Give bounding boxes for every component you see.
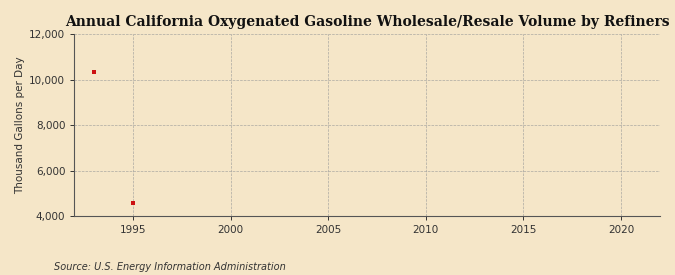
Title: Annual California Oxygenated Gasoline Wholesale/Resale Volume by Refiners: Annual California Oxygenated Gasoline Wh… <box>65 15 670 29</box>
Y-axis label: Thousand Gallons per Day: Thousand Gallons per Day <box>15 56 25 194</box>
Text: Source: U.S. Energy Information Administration: Source: U.S. Energy Information Administ… <box>54 262 286 272</box>
